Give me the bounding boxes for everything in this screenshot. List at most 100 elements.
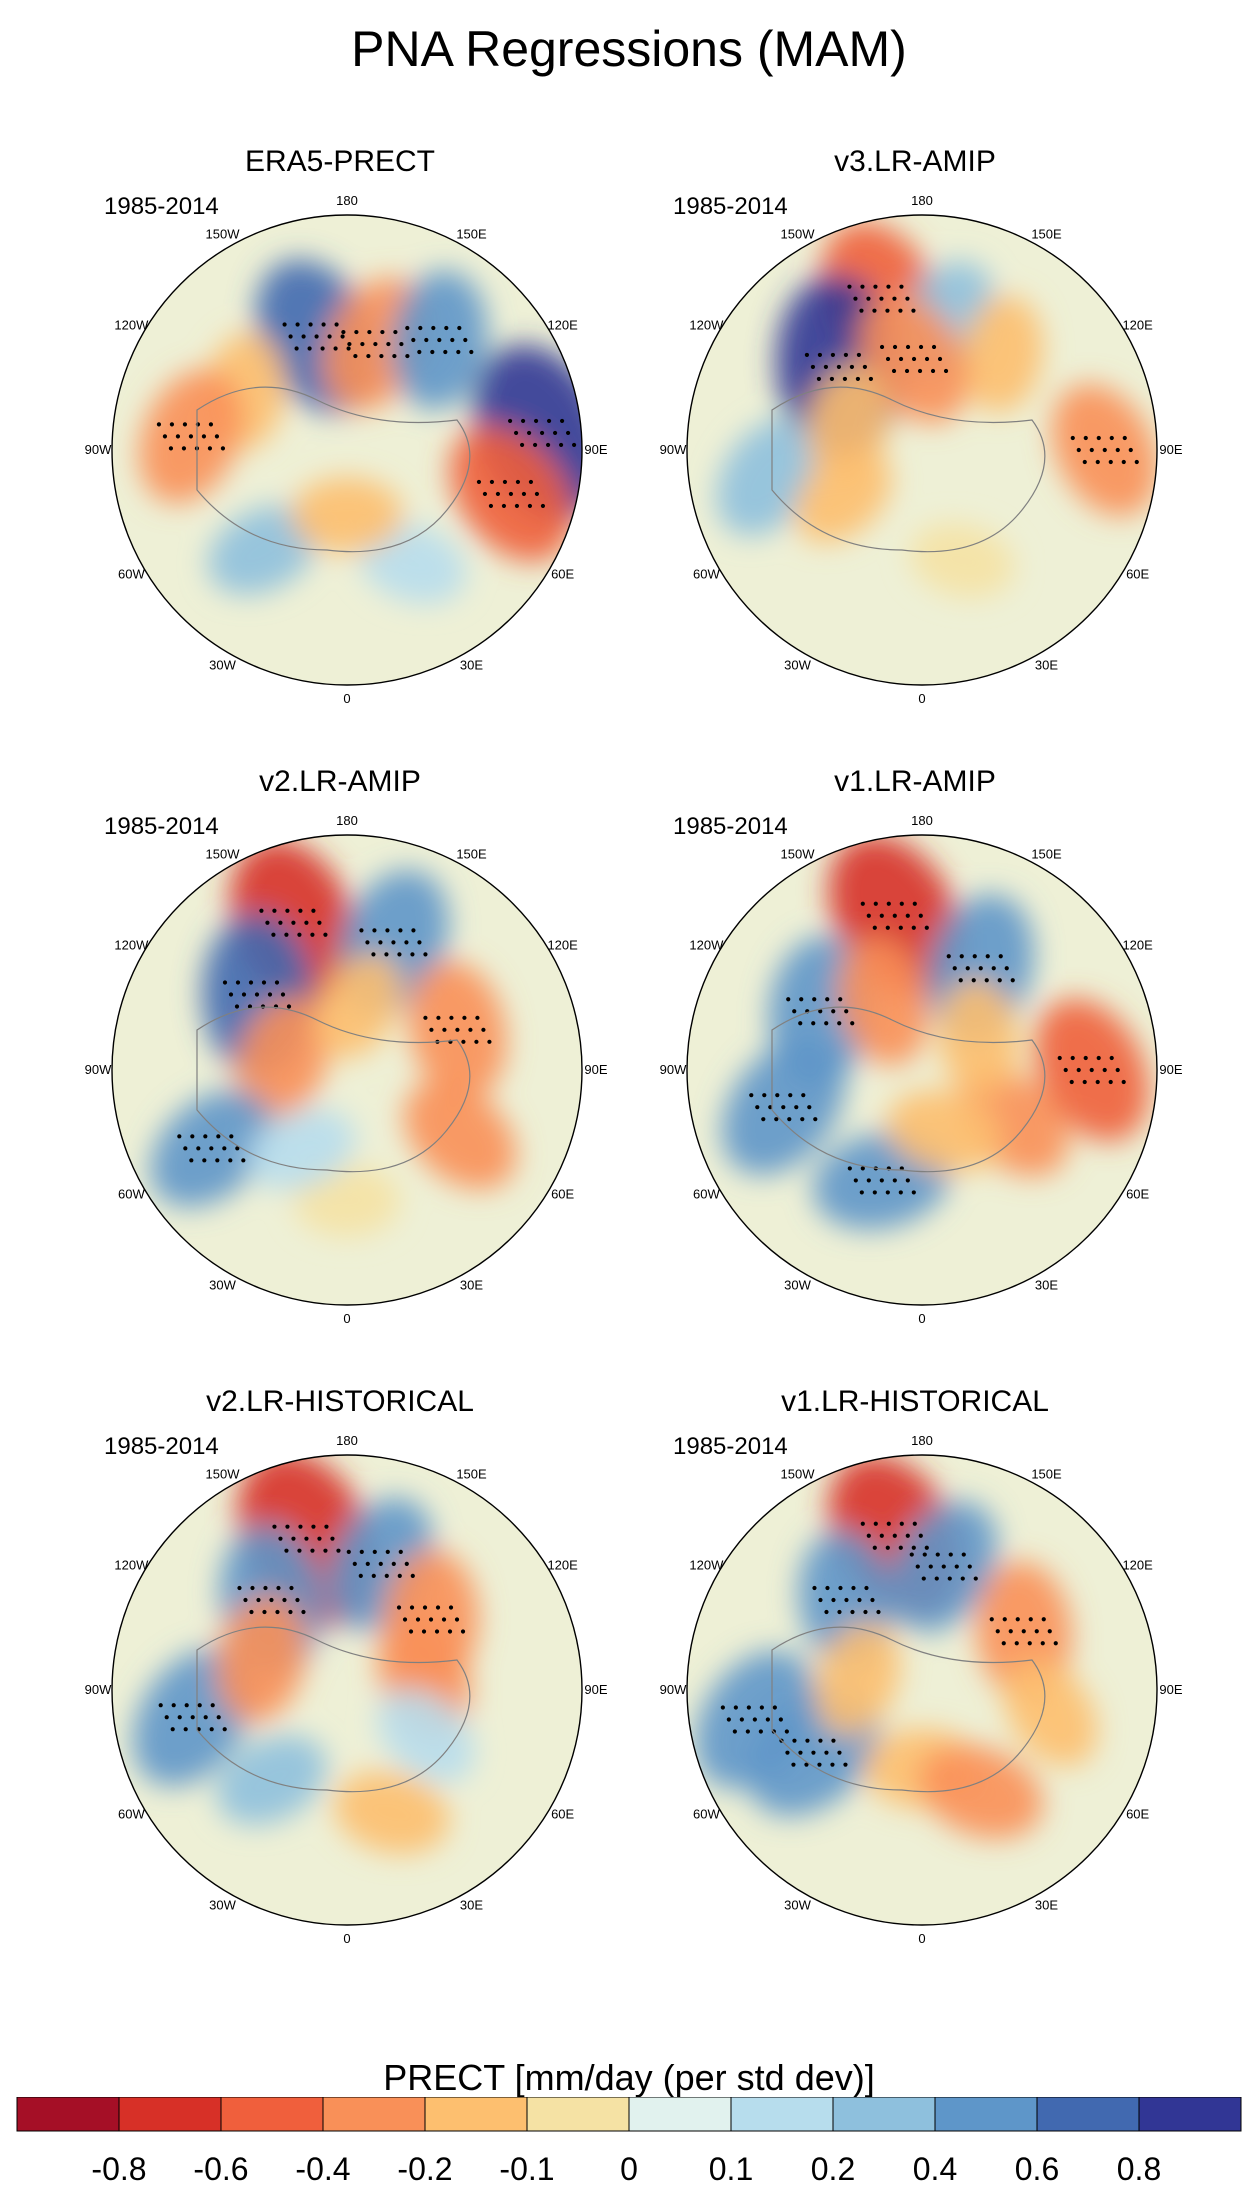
significance-dot xyxy=(1095,1079,1100,1085)
significance-dot xyxy=(934,1576,939,1581)
longitude-label: 150W xyxy=(781,226,816,241)
significance-dot xyxy=(898,925,903,930)
significance-dot xyxy=(450,337,455,343)
significance-dot xyxy=(386,341,391,347)
significance-dot xyxy=(228,992,234,997)
significance-dot xyxy=(930,368,936,374)
anomaly-region xyxy=(886,1090,1003,1173)
significance-dot xyxy=(959,954,964,959)
significance-dot xyxy=(169,422,175,427)
longitude-label: 30E xyxy=(1035,658,1058,673)
significance-dot xyxy=(291,1536,296,1541)
significance-dot xyxy=(918,913,923,918)
significance-dot xyxy=(215,1158,220,1163)
significance-dot xyxy=(991,966,996,971)
significance-dot xyxy=(436,1015,441,1020)
significance-dot xyxy=(857,1597,862,1603)
significance-dot xyxy=(917,368,923,374)
longitude-label: 120W xyxy=(114,938,149,953)
longitude-label: 0 xyxy=(918,1311,925,1326)
map-panel-v1-historical: v1.LR-HISTORICAL 1985-2014 180 150E 120E 90… xyxy=(660,1385,1225,1985)
significance-dot xyxy=(798,1750,803,1755)
significance-dot xyxy=(870,1597,875,1603)
significance-dot xyxy=(924,356,930,362)
significance-dot xyxy=(259,908,264,913)
significance-dot xyxy=(272,908,277,913)
significance-dot xyxy=(915,1564,920,1569)
significance-dot xyxy=(241,992,247,997)
significance-dot xyxy=(469,349,474,355)
significance-dot xyxy=(441,1617,447,1622)
significance-dot xyxy=(1076,447,1081,453)
significance-dot xyxy=(276,1585,281,1591)
significance-dot xyxy=(931,344,937,350)
significance-dot xyxy=(948,1552,953,1557)
significance-dot xyxy=(156,422,162,427)
significance-dot xyxy=(898,1545,903,1550)
colorbar-swatch xyxy=(1036,2097,1140,2132)
coastline xyxy=(771,1626,1046,1793)
significance-dot xyxy=(816,376,822,382)
significance-dot xyxy=(449,1015,454,1020)
significance-dot xyxy=(168,446,174,451)
colorbar-label: 0.2 xyxy=(811,2151,855,2187)
longitude-label: 120E xyxy=(1122,318,1153,333)
significance-dot xyxy=(265,920,270,925)
significance-dot xyxy=(384,952,389,957)
colorbar-label: -0.6 xyxy=(193,2151,248,2187)
significance-dot xyxy=(842,376,848,382)
significance-dot xyxy=(791,1762,796,1767)
significance-dot xyxy=(183,1727,188,1732)
significance-dot xyxy=(837,1750,842,1755)
significance-dot xyxy=(817,352,823,358)
significance-dot xyxy=(263,1585,268,1591)
longitude-label: 60W xyxy=(693,1187,720,1202)
significance-dot xyxy=(1109,1055,1114,1061)
significance-dot xyxy=(278,1536,283,1541)
significance-dot xyxy=(391,940,396,945)
colorbar-label: 0.1 xyxy=(709,2151,753,2187)
colorbar-swatch xyxy=(118,2097,222,2132)
significance-dot xyxy=(853,296,858,301)
longitude-label: 30W xyxy=(209,658,236,673)
longitude-label: 0 xyxy=(918,1931,925,1946)
significance-dot xyxy=(786,997,791,1002)
significance-dot xyxy=(282,322,287,327)
significance-dot xyxy=(885,1190,890,1195)
significance-dot xyxy=(985,954,990,959)
map-panel-v3-amip: v3.LR-AMIP 1985-2014 180 150E 120E 90E 60E 30… xyxy=(660,145,1225,745)
longitude-label: 150W xyxy=(206,1466,241,1481)
significance-dot xyxy=(879,344,885,350)
significance-dot xyxy=(447,1629,453,1634)
map-boundary xyxy=(111,834,583,1306)
anomaly-region xyxy=(216,1595,307,1723)
significance-dot xyxy=(405,353,410,359)
longitude-label: 60W xyxy=(693,567,720,582)
significance-dot xyxy=(521,491,527,497)
significance-dot xyxy=(311,1524,316,1529)
significance-dot xyxy=(1015,1617,1020,1622)
significance-dot xyxy=(482,491,488,497)
panel-period: 1985-2014 xyxy=(104,193,219,220)
significance-dot xyxy=(866,296,871,301)
significance-dot xyxy=(1096,435,1101,441)
significance-dot xyxy=(1121,459,1126,465)
significance-dot xyxy=(998,954,1003,959)
longitude-label: 120W xyxy=(114,318,149,333)
significance-dot xyxy=(301,1609,306,1615)
longitude-label: 150E xyxy=(456,1466,487,1481)
significance-dot xyxy=(340,334,345,339)
significance-dot xyxy=(291,920,296,925)
significance-dot xyxy=(812,1585,817,1591)
significance-dot xyxy=(448,1605,454,1610)
significance-dot xyxy=(1001,1641,1006,1646)
significance-dot xyxy=(885,308,890,313)
significance-dot xyxy=(171,1703,176,1708)
panel-period: 1985-2014 xyxy=(673,813,788,840)
longitude-label: 120E xyxy=(547,938,578,953)
significance-dot xyxy=(359,1549,364,1554)
colorbar-swatch xyxy=(1138,2097,1242,2132)
map-boundary xyxy=(686,1454,1158,1926)
significance-dot xyxy=(755,1105,760,1110)
significance-dot xyxy=(384,1573,389,1578)
